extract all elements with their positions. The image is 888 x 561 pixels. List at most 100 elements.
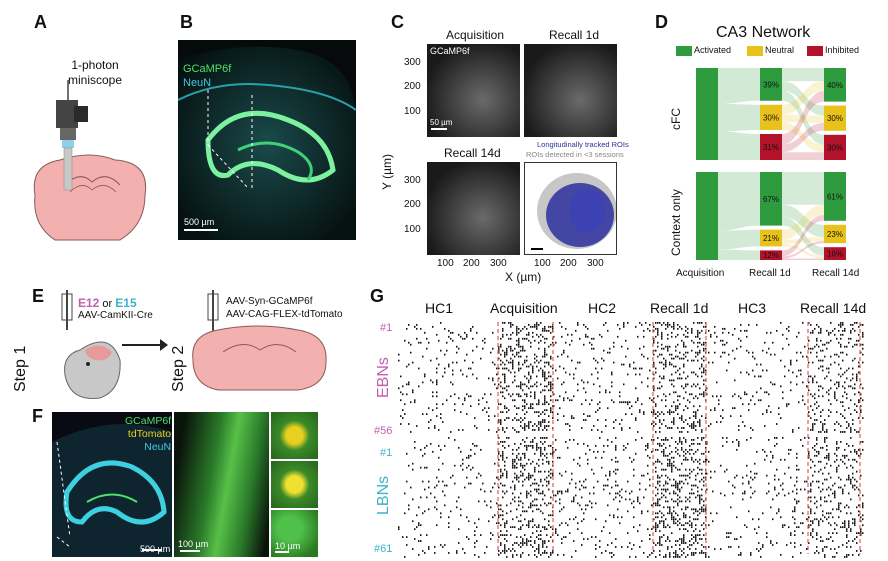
- c-xtick-2: 200: [463, 258, 480, 269]
- e-step2: Step 2: [170, 345, 187, 392]
- f-image-hippocampus: 500 µm: [52, 412, 172, 557]
- e-embryo-illustration: [61, 290, 121, 400]
- d-xlabel-acq: Acquisition: [676, 268, 725, 279]
- panel-c-letter: C: [391, 12, 404, 32]
- b-stain-gcamp: GCaMP6f: [183, 63, 232, 75]
- f-stain-tdtomato: tdTomato: [127, 428, 172, 440]
- d-row-label-cfc: cFC: [669, 108, 683, 130]
- sankey-acq-bar-1: [696, 172, 718, 260]
- sankey-flow-r1-0-0-0: [782, 68, 824, 82]
- legend-inhibited-label: Inhibited: [825, 45, 860, 55]
- c-legend-tracked: Longitudinally tracked ROIs: [537, 140, 629, 149]
- e-e15: E15: [115, 296, 137, 310]
- c-xtick-1: 100: [437, 258, 454, 269]
- c-xtick-4: 100: [534, 258, 551, 269]
- sankey-node-r14-0-2: [824, 134, 846, 160]
- d-xlabel-r1: Recall 1d: [749, 268, 791, 279]
- f-scale2: 100 µm: [178, 539, 209, 549]
- miniscope-brain-illustration: [33, 80, 147, 241]
- panel-e-letter: E: [32, 286, 45, 306]
- panel-b-letter: B: [180, 12, 193, 32]
- d-row-label-context: Context only: [669, 189, 683, 256]
- e-step1: Step 1: [12, 345, 29, 392]
- sankey-flow-acq-0-1: [718, 103, 760, 132]
- sankey-pct-r1-0-1: 30%: [763, 113, 779, 122]
- d-title: CA3 Network: [716, 24, 811, 41]
- panel-b-brain-image: GCaMP6f NeuN 500 µm: [178, 40, 356, 240]
- f-stain-labels: GCaMP6f tdTomato NeuN: [125, 415, 171, 454]
- sankey-flow-r1-1-0-2: [782, 217, 824, 256]
- sankey-pct-r14-1-0: 61%: [827, 192, 843, 201]
- sankey-node-r14-1-0: [824, 172, 846, 221]
- sankey-flow-acq-0-2: [718, 131, 760, 160]
- f-image-zoom: 100 µm: [174, 412, 269, 557]
- c-xlabel: X (µm): [505, 270, 542, 284]
- sankey-flow-r1-1-0-1: [782, 204, 824, 238]
- e-e12: E12: [78, 296, 100, 310]
- g-session-hc1: HC1: [425, 300, 454, 316]
- e-virus1: AAV-CamKII-Cre: [78, 310, 153, 321]
- sankey-node-r14-1-2: [824, 247, 846, 260]
- raster-spikes: [398, 322, 864, 558]
- sankey-flow-acq-1-0: [718, 172, 760, 231]
- sankey-flow-r1-1-1-1: [782, 237, 824, 244]
- c-scalebar: [431, 128, 447, 130]
- sankey-flow-r1-1-2-2: [782, 258, 824, 260]
- g-lbn-label: LBNs: [375, 475, 392, 515]
- panel-g-letter: G: [370, 286, 385, 306]
- miniscope-label: 1-photon miniscope: [67, 58, 123, 87]
- b-stain-neun: NeuN: [183, 77, 212, 89]
- sankey-node-r1-0-2: [760, 133, 782, 160]
- c-xtick-5: 200: [560, 258, 577, 269]
- sankey-pct-r1-1-2: 12%: [763, 251, 779, 260]
- d-xlabel-r14: Recall 14d: [812, 268, 860, 279]
- legend-activated-swatch: [676, 46, 692, 56]
- f-cell-3: 10 µm: [271, 510, 318, 557]
- g-session-r1: Recall 1d: [650, 300, 709, 316]
- sankey-node-r1-1-1: [760, 229, 782, 247]
- c-xtick-6: 300: [587, 258, 604, 269]
- legend-neutral-swatch: [747, 46, 763, 56]
- sankey-pct-r14-0-2: 30%: [827, 143, 843, 152]
- c-image-acquisition: GCaMP6f 50 µm: [427, 44, 520, 137]
- g-lbn-first: #1: [380, 447, 393, 459]
- sankey-pct-r14-1-2: 16%: [827, 250, 843, 259]
- e-brain-illustration: [192, 290, 327, 391]
- g-ebn-first: #1: [380, 322, 393, 334]
- f-stain-gcamp: GCaMP6f: [125, 415, 172, 427]
- c-ytick-4: 300: [404, 175, 421, 186]
- sankey-acq-bar-0: [696, 68, 718, 160]
- e-virus2: AAV-Syn-GCaMP6f AAV-CAG-FLEX-tdTomato: [226, 296, 343, 320]
- c-image-recall14d: [427, 162, 520, 255]
- f-cell-1: [271, 412, 318, 459]
- sankey-flow-r1-0-0-1: [782, 81, 824, 116]
- e-or: or: [99, 298, 116, 310]
- sankey-node-r1-0-0: [760, 68, 782, 101]
- sankey-pct-r14-0-0: 40%: [827, 81, 843, 90]
- g-session-acq: Acquisition: [490, 300, 558, 316]
- panel-f-letter: F: [32, 406, 43, 426]
- c-roi-map: [524, 162, 617, 255]
- sankey-pct-r14-0-1: 30%: [827, 114, 843, 123]
- sankey-pct-r14-1-1: 23%: [827, 230, 843, 239]
- sankey-flow-r1-1-2-1: [782, 240, 824, 259]
- c-legend-untracked: ROIs detected in <3 sessions: [526, 150, 624, 159]
- c-gcamp-label: GCaMP6f: [430, 46, 470, 56]
- sankey-flow-acq-0-0: [718, 68, 760, 104]
- sankey-pct-r1-1-0: 67%: [763, 195, 779, 204]
- sankey-pct-r1-0-2: 31%: [763, 143, 779, 152]
- sankey-flow-r1-1-1-2: [782, 243, 824, 259]
- b-scale-label: 500 µm: [184, 217, 215, 227]
- legend-inhibited-swatch: [807, 46, 823, 56]
- legend-activated-label: Activated: [694, 45, 732, 55]
- legend-neutral-label: Neutral: [765, 45, 795, 55]
- sankey-node-r14-0-1: [824, 105, 846, 131]
- g-ebn-last: #56: [374, 425, 393, 437]
- c-ytick-6: 100: [404, 224, 421, 235]
- panel-a-letter: A: [34, 12, 47, 32]
- g-session-r14: Recall 14d: [800, 300, 867, 316]
- sankey-node-r1-1-0: [760, 172, 782, 226]
- sankey-node-r1-0-1: [760, 104, 782, 130]
- g-session-hc2: HC2: [588, 300, 617, 316]
- panel-d-letter: D: [655, 12, 668, 32]
